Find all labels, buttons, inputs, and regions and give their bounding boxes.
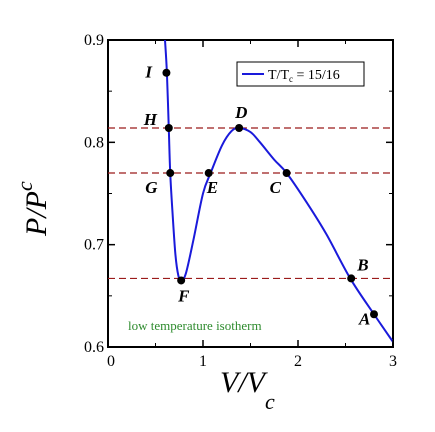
point-e [204, 169, 213, 178]
x-axis-label: V/Vc [220, 366, 275, 414]
point-b [347, 274, 356, 283]
x-tick-label: 0 [107, 353, 115, 370]
x-tick-label: 1 [199, 353, 207, 370]
isotherm-curve [164, 40, 393, 343]
axis-ticks: 0 1 2 3 0.6 0.7 0.8 0.9 [84, 32, 397, 370]
annotation-text: low temperature isotherm [128, 318, 262, 333]
point-i [162, 68, 171, 77]
point-label-b: B [356, 255, 368, 274]
y-tick-label: 0.8 [84, 134, 104, 151]
legend-label: T/Tc = 15/16 [268, 68, 340, 84]
x-tick-label: 3 [389, 353, 397, 370]
point-c [282, 169, 291, 178]
y-axis-label: P/Pc [12, 181, 53, 237]
point-label-i: I [144, 63, 153, 82]
point-g [166, 169, 175, 178]
point-h [164, 124, 173, 133]
y-tick-label: 0.9 [84, 32, 104, 49]
point-label-a: A [358, 309, 370, 328]
labeled-points: A B C D E F G H I [143, 63, 378, 328]
point-d [235, 124, 244, 133]
y-tick-label: 0.6 [84, 339, 104, 356]
point-label-c: C [270, 178, 282, 197]
x-tick-label: 2 [294, 353, 302, 370]
point-label-f: F [177, 286, 190, 305]
reference-lines [108, 127, 393, 280]
point-label-g: G [145, 178, 158, 197]
isotherm-line [164, 40, 393, 343]
point-a [370, 310, 378, 319]
point-label-d: D [234, 103, 247, 122]
legend: T/Tc = 15/16 [236, 61, 365, 87]
y-tick-label: 0.7 [84, 237, 104, 254]
point-label-e: E [206, 178, 218, 197]
point-label-h: H [143, 110, 158, 129]
point-f [177, 276, 186, 285]
